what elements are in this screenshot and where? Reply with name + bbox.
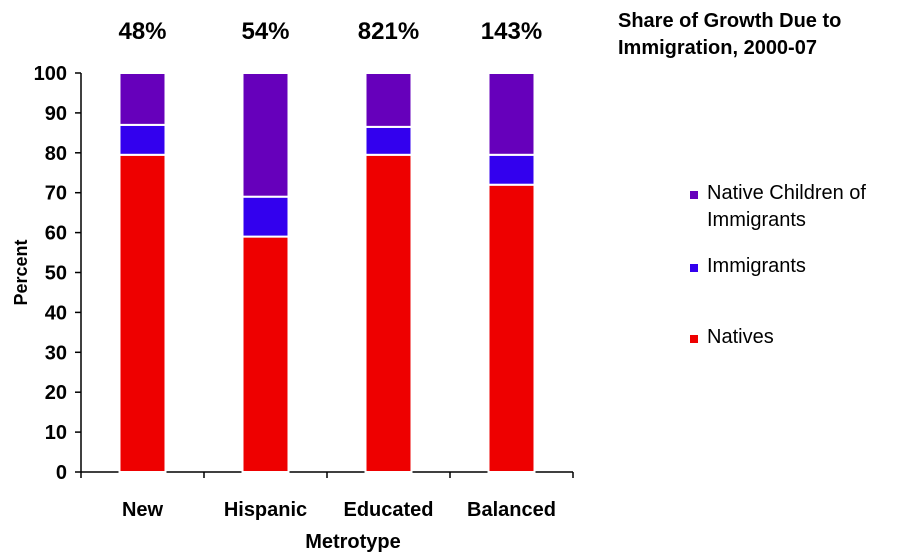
bar-segment-natives [487,183,536,473]
bar-segment-native-children-of-immigrants [364,72,413,128]
bar-segment-natives [364,153,413,473]
x-axis-title: Metrotype [305,531,401,553]
y-axis-title: Percent [11,239,31,305]
bar-segment-immigrants [364,125,413,156]
y-tick-label: 90 [45,103,67,125]
x-tick-label: Balanced [467,499,556,521]
axes: 0 10 20 30 40 50 60 70 80 90 100 [34,63,574,484]
legend-swatch-native-children [690,191,698,199]
y-tick-label: 0 [56,462,67,484]
y-tick-label: 40 [45,302,67,324]
chart-title: Share of Growth Due to Immigration, 2000… [618,10,842,59]
bar-segment-natives [118,153,167,473]
y-tick-label: 30 [45,342,67,364]
bar-segment-immigrants [241,195,290,238]
y-tick-label: 20 [45,382,67,404]
x-tick-label: Educated [343,499,433,521]
bar-segment-native-children-of-immigrants [487,72,536,156]
bar-top-label: 54% [241,18,289,45]
x-tick-label: New [122,499,164,521]
legend-swatch-immigrants [690,264,698,272]
legend-label-immigrants: Immigrants [707,255,806,277]
bars [118,72,536,473]
x-tick-label: Hispanic [224,499,307,521]
y-tick-label: 10 [45,422,67,444]
y-tick-label: 100 [34,63,67,85]
labels: New 48% Hispanic 54% Educated 821% Balanced 143… [11,18,556,553]
bar-top-label: 821% [358,18,419,45]
bar-top-label: 48% [118,18,166,45]
legend-label-natives: Natives [707,326,774,348]
bar-top-label: 143% [481,18,542,45]
bar-segment-immigrants [487,153,536,186]
bar-segment-natives [241,235,290,473]
y-tick-label: 70 [45,183,67,205]
y-tick-label: 50 [45,263,67,285]
bar-segment-immigrants [118,123,167,156]
legend-label-native-children: Native Children of Immigrants [707,182,866,231]
y-tick-label: 60 [45,223,67,245]
bar-segment-native-children-of-immigrants [241,72,290,198]
y-tick-label: 80 [45,143,67,165]
bar-segment-native-children-of-immigrants [118,72,167,126]
legend-swatch-natives [690,335,698,343]
